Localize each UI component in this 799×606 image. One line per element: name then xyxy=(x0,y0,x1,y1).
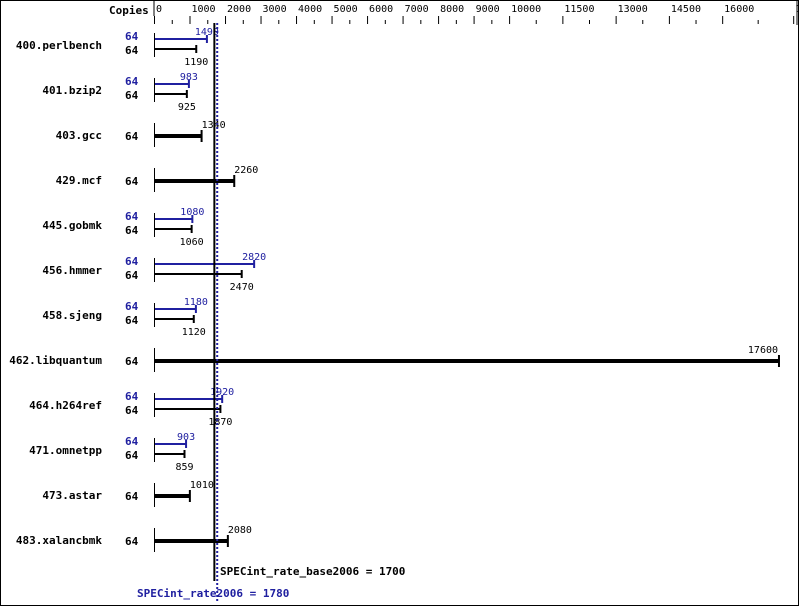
base-value: 925 xyxy=(178,102,196,113)
benchmark-label: 400.perlbench xyxy=(16,39,102,52)
base-copies: 64 xyxy=(125,89,139,102)
tick-label: 4000 xyxy=(298,4,322,15)
peak-value: 1920 xyxy=(210,387,234,398)
tick-label: 1000 xyxy=(192,4,216,15)
benchmark-label: 403.gcc xyxy=(56,129,102,142)
tick-label: 9000 xyxy=(476,4,500,15)
base-copies: 64 xyxy=(125,175,139,188)
base-value: 859 xyxy=(175,462,193,473)
base-copies: 64 xyxy=(125,224,139,237)
benchmark-label: 462.libquantum xyxy=(9,354,102,367)
tick-label: 0 xyxy=(156,4,162,15)
benchmark-label: 471.omnetpp xyxy=(29,444,102,457)
tick-label: 7000 xyxy=(405,4,429,15)
peak-value: 1180 xyxy=(184,297,208,308)
tick-label: 5000 xyxy=(334,4,358,15)
benchmark-label: 464.h264ref xyxy=(29,399,102,412)
base-copies: 64 xyxy=(125,355,139,368)
peak-value: 2820 xyxy=(242,252,266,263)
peak-copies: 64 xyxy=(125,75,139,88)
base-copies: 64 xyxy=(125,269,139,282)
base-copies: 64 xyxy=(125,404,139,417)
peak-metric-label: SPECint_rate2006 = 1780 xyxy=(137,587,289,600)
benchmark-label: 483.xalancbmk xyxy=(16,534,102,547)
axis-header: Copies xyxy=(109,4,149,17)
peak-copies: 64 xyxy=(125,300,139,313)
base-copies: 64 xyxy=(125,449,139,462)
benchmark-label: 429.mcf xyxy=(56,174,102,187)
base-value: 2080 xyxy=(228,525,252,536)
benchmark-label: 401.bzip2 xyxy=(42,84,102,97)
tick-label: 11500 xyxy=(564,4,594,15)
peak-value: 1490 xyxy=(195,27,219,38)
tick-label: 10000 xyxy=(511,4,541,15)
base-copies: 64 xyxy=(125,314,139,327)
benchmark-label: 458.sjeng xyxy=(42,309,102,322)
peak-copies: 64 xyxy=(125,255,139,268)
peak-value: 903 xyxy=(177,432,195,443)
tick-label: 6000 xyxy=(369,4,393,15)
peak-copies: 64 xyxy=(125,30,139,43)
peak-copies: 64 xyxy=(125,210,139,223)
tick-label: 8000 xyxy=(440,4,464,15)
base-value: 1870 xyxy=(208,417,232,428)
base-value: 1190 xyxy=(184,57,208,68)
base-value: 2470 xyxy=(230,282,254,293)
base-copies: 64 xyxy=(125,535,139,548)
base-copies: 64 xyxy=(125,130,139,143)
base-value: 1010 xyxy=(190,480,214,491)
benchmark-label: 445.gobmk xyxy=(42,219,102,232)
benchmark-label: 456.hmmer xyxy=(42,264,102,277)
tick-label: 3000 xyxy=(263,4,287,15)
benchmark-label: 473.astar xyxy=(42,489,102,502)
base-metric-label: SPECint_rate_base2006 = 1700 xyxy=(220,565,405,578)
tick-label: 13000 xyxy=(618,4,648,15)
base-value: 2260 xyxy=(234,165,258,176)
base-copies: 64 xyxy=(125,490,139,503)
base-copies: 64 xyxy=(125,44,139,57)
tick-label: 14500 xyxy=(671,4,701,15)
peak-value: 1080 xyxy=(180,207,204,218)
peak-value: 983 xyxy=(180,72,198,83)
peak-copies: 64 xyxy=(125,435,139,448)
tick-label: 2000 xyxy=(227,4,251,15)
base-value: 1060 xyxy=(180,237,204,248)
base-value: 1120 xyxy=(182,327,206,338)
base-value: 17600 xyxy=(748,345,778,356)
tick-label: 16000 xyxy=(724,4,754,15)
peak-copies: 64 xyxy=(125,390,139,403)
